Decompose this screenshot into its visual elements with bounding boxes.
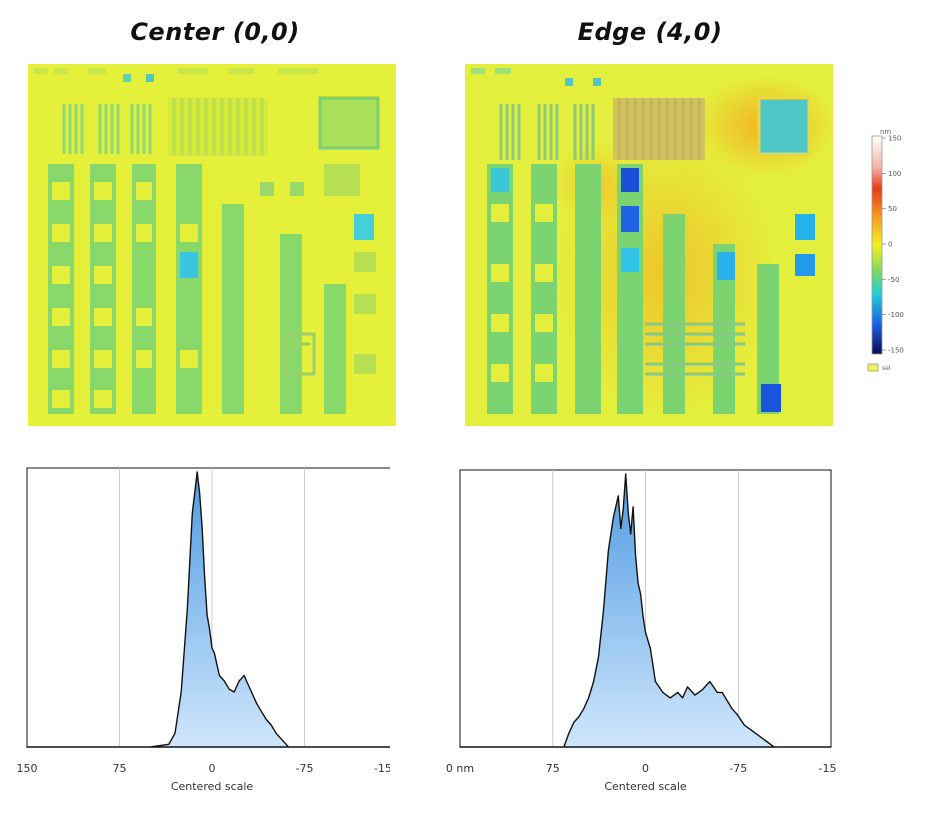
x-tick-label: 75	[113, 762, 127, 775]
colorbar-tick-label: -150	[888, 347, 904, 355]
colorbar-tick-label: 100	[888, 170, 901, 178]
center-histogram: 150 75 0 -75 -150 nm Centered scale	[15, 465, 420, 800]
colorbar-unit: nm	[880, 128, 891, 136]
color-scale-bar: nm 150 100 50 0 -50 -100 -150 sel	[860, 128, 950, 378]
colorbar-tick-label: -100	[888, 311, 904, 319]
x-tick-label: 0	[209, 762, 216, 775]
selection-swatch	[867, 363, 879, 372]
left-panel-title: Center (0,0)	[130, 18, 300, 46]
x-tick-label: -150	[819, 762, 837, 775]
x-tick-label: 75	[546, 762, 560, 775]
x-tick-label: -75	[296, 762, 314, 775]
histogram-area	[459, 473, 832, 748]
x-tick-label: -150 nm	[374, 762, 390, 775]
x-tick-label: -75	[729, 762, 747, 775]
colorbar-tick-label: 0	[888, 241, 892, 249]
x-axis-label: Centered scale	[171, 780, 254, 793]
histogram-area	[26, 471, 398, 748]
colorbar-tick-label: 150	[888, 135, 901, 143]
edge-height-map	[465, 64, 833, 426]
x-tick-label: 0 nm	[446, 762, 474, 775]
colorbar-tick-label: -50	[888, 276, 899, 284]
center-height-map	[28, 64, 396, 426]
colorbar-tick-label: 50	[888, 205, 897, 213]
x-tick-label: 0	[642, 762, 649, 775]
right-panel-title: Edge (4,0)	[577, 18, 723, 46]
x-tick-label: 150	[17, 762, 38, 775]
edge-histogram: 0 nm 75 0 -75 -150 Centered scale	[437, 465, 843, 800]
x-axis-label: Centered scale	[604, 780, 687, 793]
selection-label: sel	[882, 365, 891, 372]
